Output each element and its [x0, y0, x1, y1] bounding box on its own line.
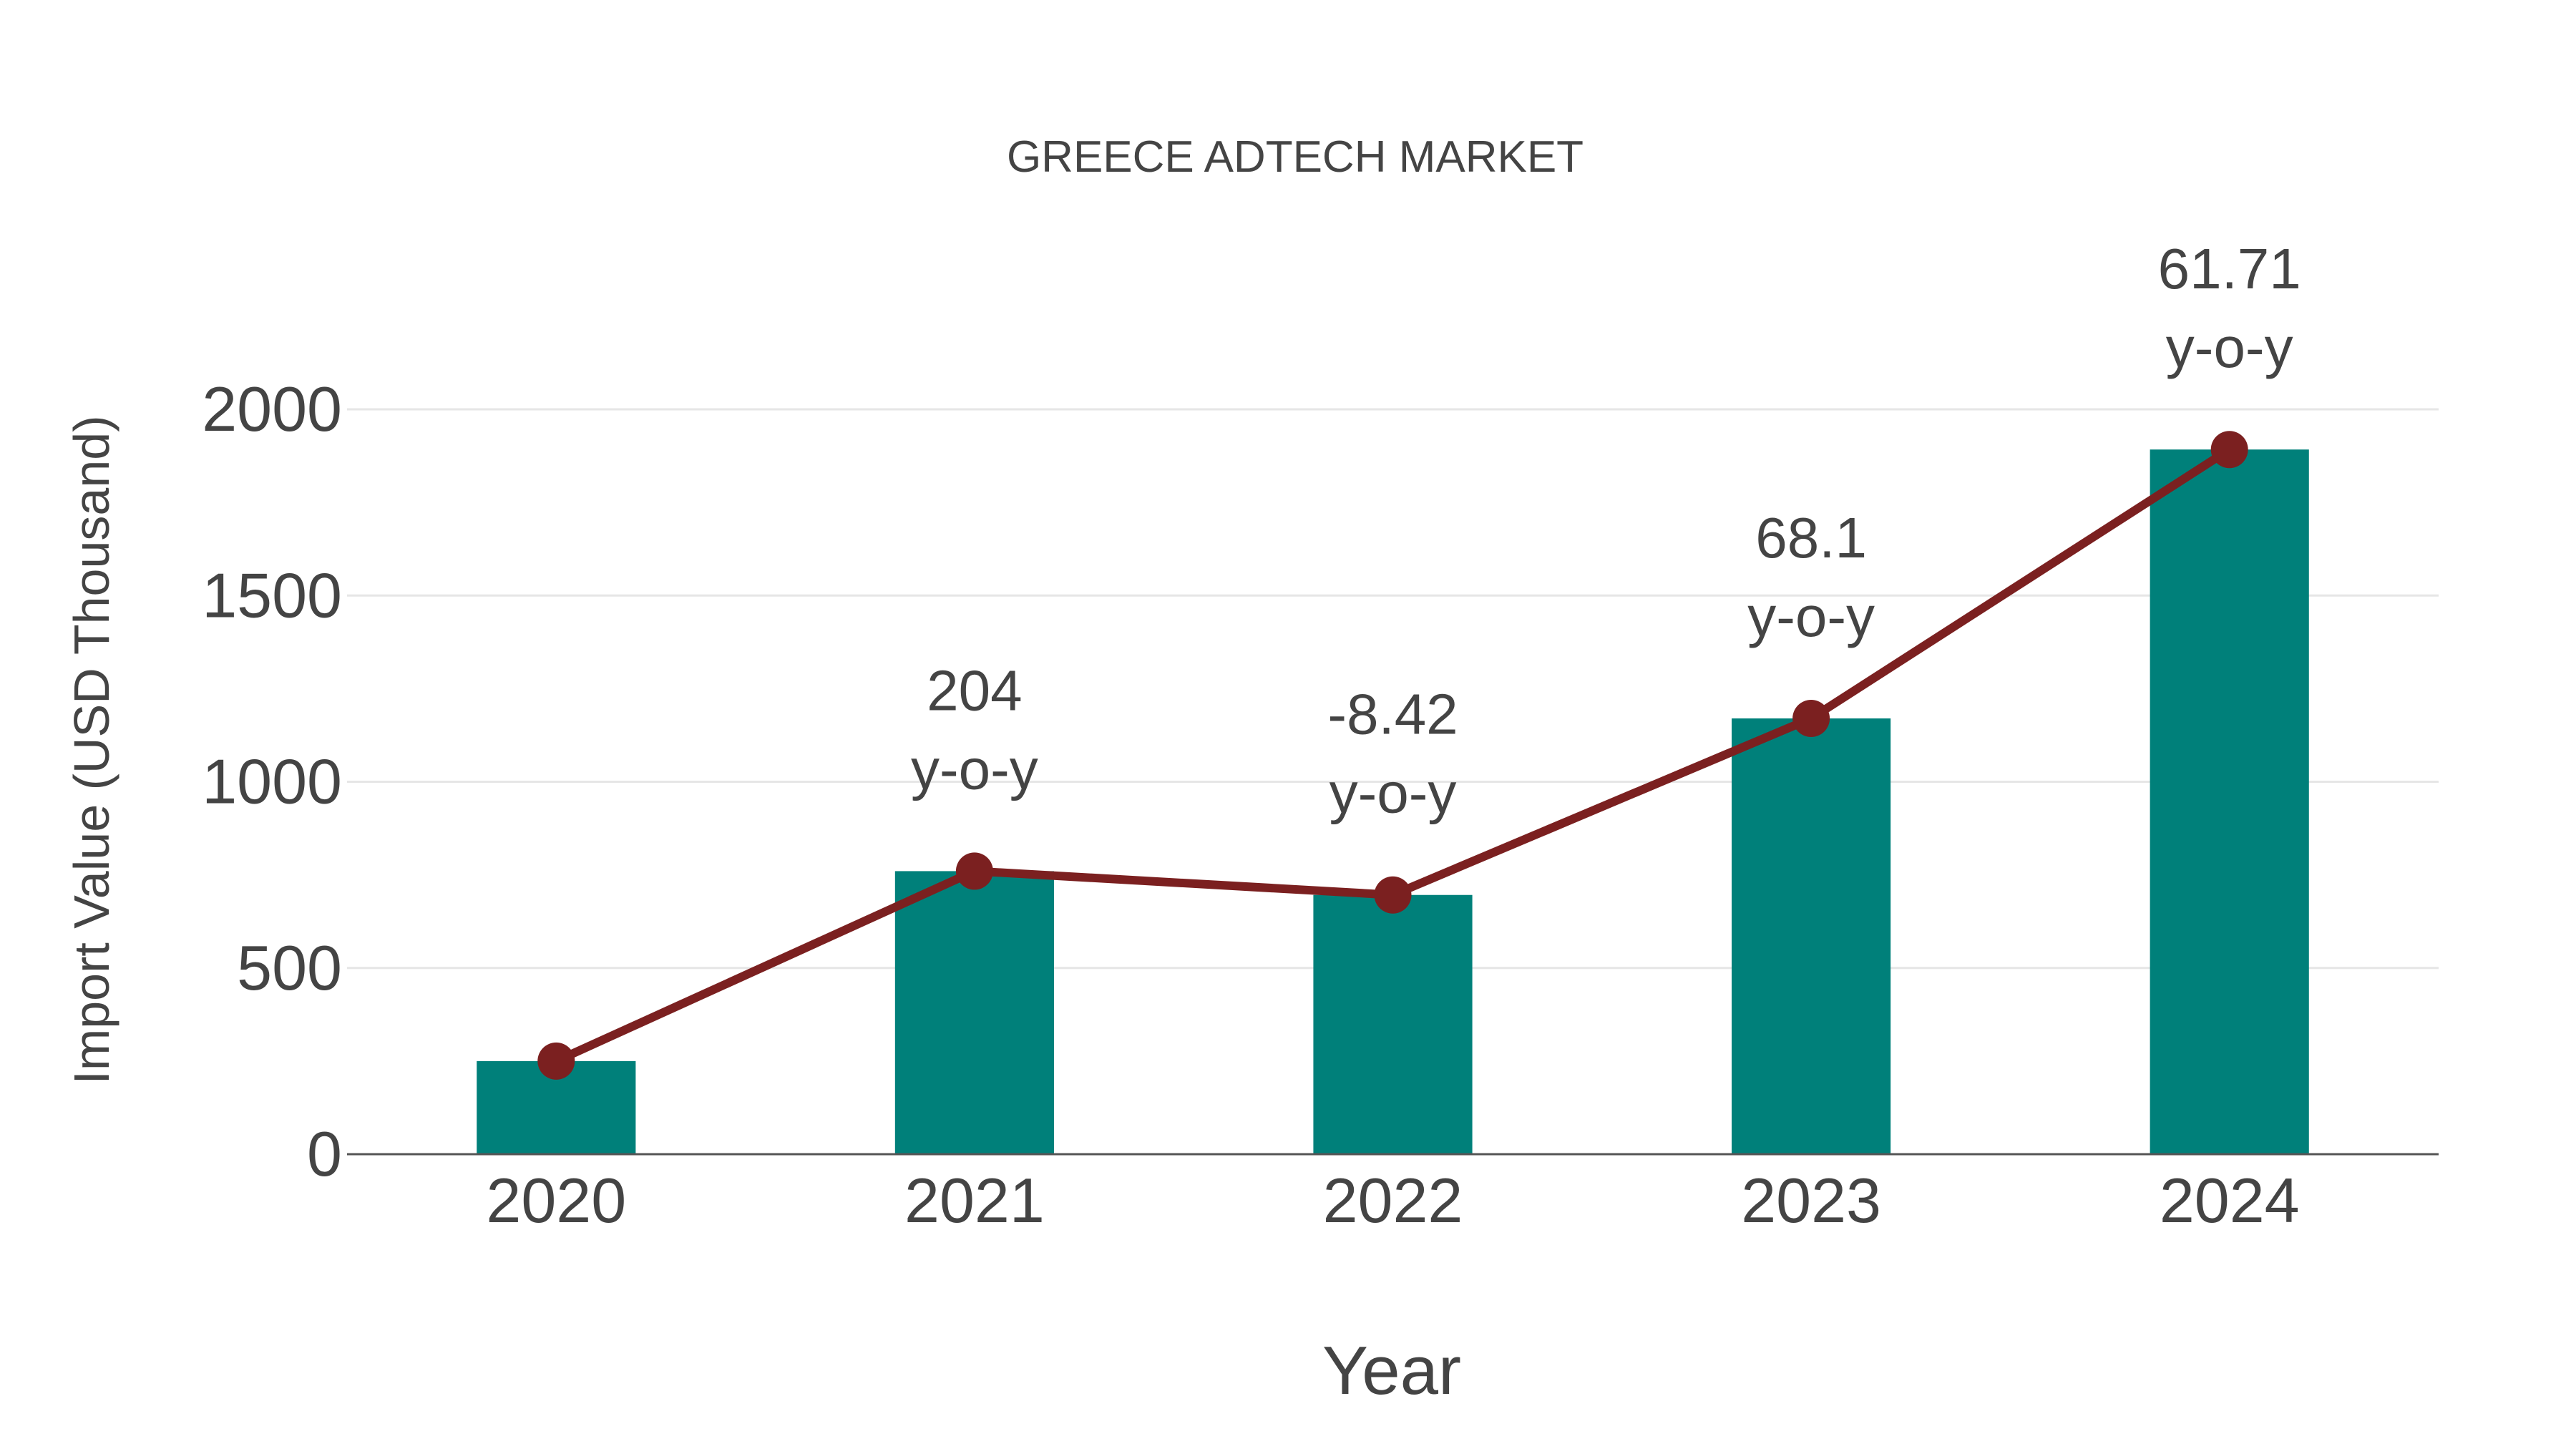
y-tick-label: 1000 — [202, 746, 342, 817]
y-tick-label: 500 — [237, 932, 342, 1003]
yoy-suffix: y-o-y — [1330, 761, 1457, 825]
trend-marker-2023[interactable] — [1792, 700, 1830, 738]
trend-marker-2021[interactable] — [955, 852, 993, 890]
x-axis-ticks: 2020 2021 2022 2023 2024 — [486, 1165, 2299, 1236]
bar-2023[interactable] — [1732, 718, 1891, 1154]
y-axis-ticks: 0 500 1000 1500 2000 — [202, 374, 342, 1189]
yoy-value: 68.1 — [1755, 506, 1867, 570]
bar-2021[interactable] — [894, 871, 1054, 1154]
trend-marker-2024[interactable] — [2210, 431, 2248, 469]
yoy-suffix: y-o-y — [2166, 316, 2293, 379]
trend-line — [537, 431, 2248, 1080]
trend-marker-2020[interactable] — [537, 1042, 575, 1080]
x-axis-label: Year — [1322, 1332, 1461, 1409]
y-tick-label: 2000 — [202, 374, 342, 444]
x-tick-label: 2020 — [486, 1165, 626, 1236]
x-tick-label: 2023 — [1741, 1165, 1881, 1236]
chart-title: GREECE ADTECH MARKET — [1007, 132, 1584, 182]
y-axis-label: Import Value (USD Thousand) — [64, 415, 119, 1084]
bar-2022[interactable] — [1313, 894, 1473, 1154]
x-tick-label: 2022 — [1323, 1165, 1463, 1236]
bar-2024[interactable] — [2150, 449, 2309, 1154]
yoy-value: 61.71 — [2158, 237, 2301, 301]
x-tick-label: 2021 — [904, 1165, 1045, 1236]
yoy-suffix: y-o-y — [1747, 585, 1875, 648]
y-tick-label: 0 — [307, 1118, 342, 1189]
trend-marker-2022[interactable] — [1374, 876, 1412, 914]
yoy-value: 204 — [927, 658, 1022, 722]
yoy-value: -8.42 — [1327, 683, 1458, 746]
yoy-suffix: y-o-y — [911, 737, 1038, 801]
x-tick-label: 2024 — [2160, 1165, 2300, 1236]
yoy-annotations: 204 y-o-y -8.42 y-o-y 68.1 y-o-y 61.71 y-o-y — [911, 237, 2301, 825]
y-tick-label: 1500 — [202, 560, 342, 630]
